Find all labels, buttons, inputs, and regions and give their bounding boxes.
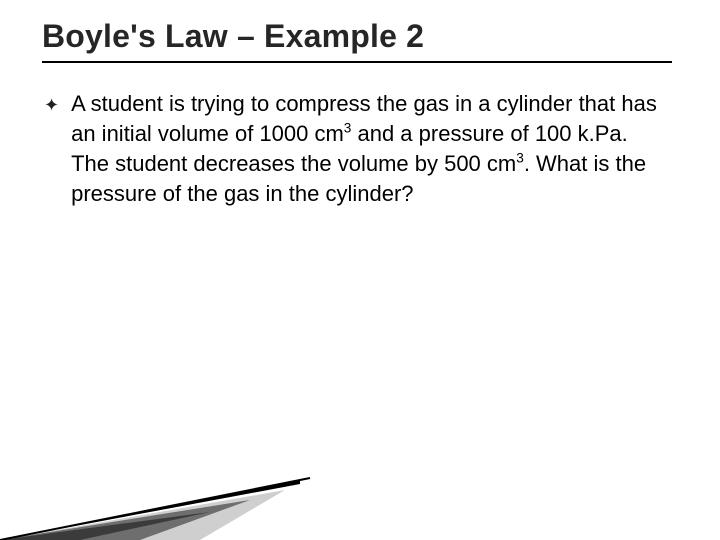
body-text: A student is trying to compress the gas … xyxy=(71,89,661,209)
corner-accent-icon xyxy=(0,420,720,540)
slide-title: Boyle's Law – Example 2 xyxy=(42,18,678,55)
title-underline xyxy=(42,61,672,63)
superscript-2: 3 xyxy=(516,151,524,166)
slide: Boyle's Law – Example 2 ✦ A student is t… xyxy=(0,0,720,540)
bullet-icon: ✦ xyxy=(44,91,59,119)
body-row: ✦ A student is trying to compress the ga… xyxy=(42,89,678,209)
